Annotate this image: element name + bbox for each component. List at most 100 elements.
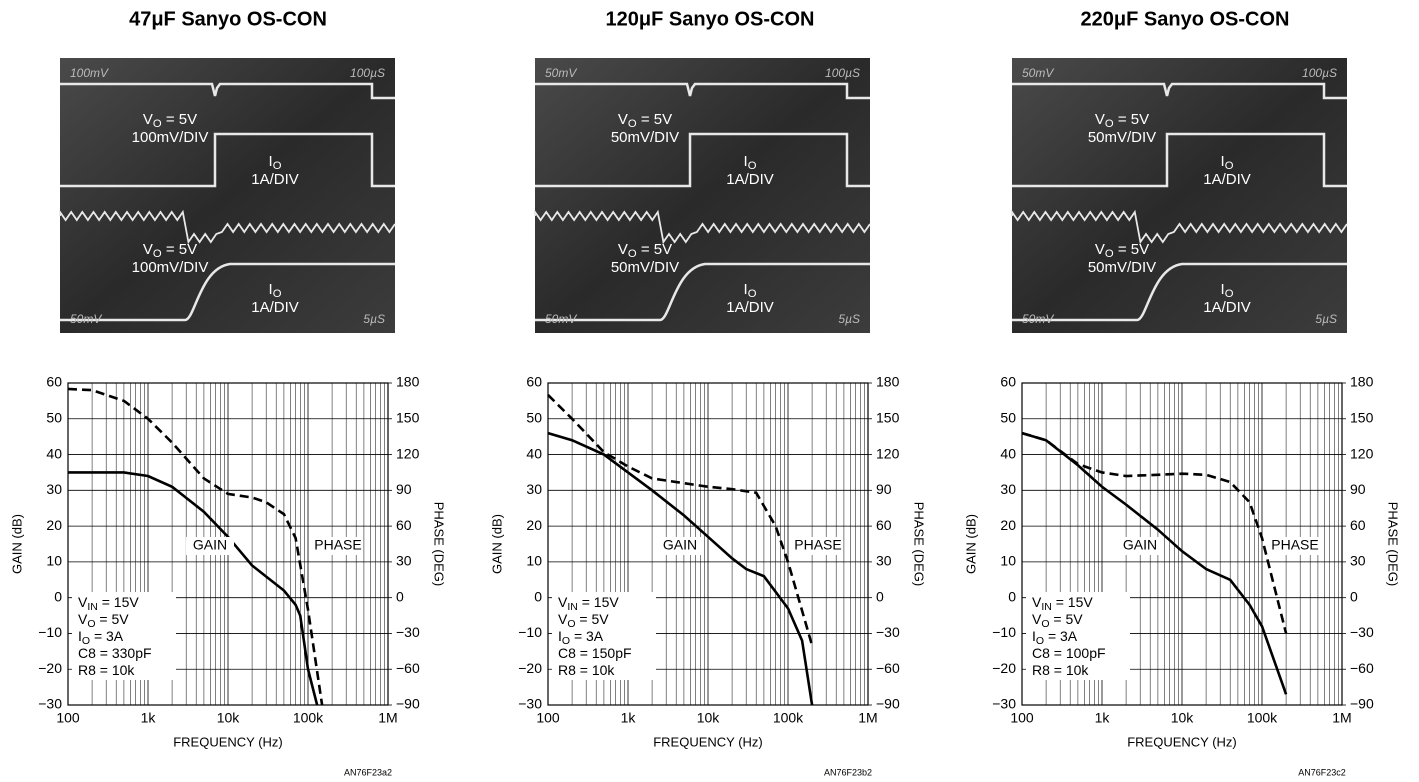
x-tick-label: 100 — [1010, 710, 1034, 726]
text-base: V — [1095, 241, 1105, 258]
series-label: PHASE — [1271, 537, 1318, 553]
scope-screen — [535, 58, 870, 333]
text-subscript: O — [1105, 118, 1114, 130]
x-tick-label: 1M — [378, 710, 397, 726]
scope-trace — [535, 262, 870, 322]
text-base: V — [143, 241, 153, 258]
y2-tick-label: 90 — [1350, 481, 1366, 497]
x-tick-label: 100 — [536, 710, 560, 726]
y-tick-label: 20 — [526, 517, 542, 533]
text-base: I — [558, 628, 562, 644]
text-subscript: O — [1225, 160, 1234, 172]
x-tick-label: 100k — [293, 710, 324, 726]
y2-axis-label: PHASE (DEG) — [1386, 502, 1401, 587]
scope-label: 1A/DIV — [726, 171, 774, 188]
scope-label: IO — [1221, 281, 1234, 300]
series-line — [1021, 431, 1288, 634]
scope-label: 1A/DIV — [251, 171, 299, 188]
text-rest: 1A/DIV — [726, 171, 774, 188]
y2-tick-label: 150 — [876, 409, 900, 425]
scope-corner-label: 50mV — [70, 312, 102, 326]
y2-tick-label: −30 — [876, 624, 900, 640]
series-line — [547, 431, 814, 706]
scope-corner-label: 50mV — [1022, 312, 1054, 326]
y2-tick-label: 0 — [396, 588, 404, 604]
text-base: V — [78, 611, 88, 627]
series-label-bg — [186, 537, 234, 555]
text-subscript: O — [628, 248, 637, 260]
scope-trace — [60, 82, 395, 100]
scope-trace — [535, 132, 870, 188]
scope-trace — [59, 209, 396, 245]
y-tick-label: 50 — [1000, 409, 1016, 425]
x-tick-label: 1M — [1332, 710, 1351, 726]
scope-corner-label: 5µS — [838, 312, 860, 326]
plot-frame — [1021, 382, 1343, 706]
condition-text: R8 = 10k — [1032, 662, 1089, 678]
scope-corner-label: 100µS — [1302, 66, 1337, 80]
scope-corner-label: 5µS — [363, 312, 385, 326]
text-subscript: O — [1225, 288, 1234, 300]
y-tick-label: 30 — [1000, 481, 1016, 497]
series-label: GAIN — [663, 537, 697, 553]
scope-label: 1A/DIV — [726, 299, 774, 316]
y2-axis-label: PHASE (DEG) — [912, 502, 927, 587]
x-axis-label: FREQUENCY (Hz) — [173, 734, 283, 749]
text-subscript: O — [82, 635, 90, 647]
text-rest: C8 = 150pF — [558, 645, 632, 661]
text-subscript: O — [87, 618, 95, 630]
scope-label: VO = 5V — [618, 241, 672, 260]
y-tick-label: −10 — [38, 624, 62, 640]
scope-corner-label: 5µS — [1315, 312, 1337, 326]
series-label: PHASE — [314, 537, 361, 553]
series-label: GAIN — [193, 537, 227, 553]
text-rest: = 3A — [1044, 628, 1078, 644]
x-tick-label: 100 — [56, 710, 80, 726]
scope-corner-label: 100µS — [350, 66, 385, 80]
condition-text: C8 = 150pF — [558, 645, 632, 661]
figure-code: AN76F23a2 — [344, 767, 392, 777]
condition-text: VO = 5V — [558, 611, 609, 630]
y-tick-label: 40 — [526, 445, 542, 461]
condition-text: VO = 5V — [1032, 611, 1083, 630]
y2-tick-label: 120 — [396, 445, 420, 461]
condition-text: C8 = 100pF — [1032, 645, 1106, 661]
scope-label: VO = 5V — [1095, 241, 1149, 260]
plot-frame — [547, 382, 869, 706]
text-subscript: O — [1105, 248, 1114, 260]
series-label-bg — [794, 537, 842, 555]
scope-label: 1A/DIV — [1203, 299, 1251, 316]
text-rest: R8 = 10k — [78, 662, 135, 678]
y2-tick-label: 150 — [396, 409, 420, 425]
series-label-bg — [1271, 537, 1319, 555]
y-tick-label: 30 — [46, 481, 62, 497]
scope-trace — [60, 132, 395, 188]
y-tick-label: 10 — [1000, 553, 1016, 569]
series-label-bg — [314, 537, 362, 555]
text-base: V — [1032, 611, 1042, 627]
y2-tick-label: 30 — [1350, 553, 1366, 569]
y-tick-label: −20 — [38, 660, 62, 676]
text-base: I — [1221, 281, 1225, 298]
y2-tick-label: 30 — [396, 553, 412, 569]
y2-axis-label: PHASE (DEG) — [432, 502, 447, 587]
text-rest: = 5V — [637, 111, 672, 128]
text-rest: 1A/DIV — [1203, 299, 1251, 316]
y-tick-label: −30 — [992, 696, 1016, 712]
text-base: I — [269, 281, 273, 298]
text-base: I — [744, 153, 748, 170]
y2-tick-label: 180 — [1350, 374, 1374, 390]
text-rest: 50mV/DIV — [611, 259, 679, 276]
scope-label: VO = 5V — [618, 111, 672, 130]
text-base: V — [618, 241, 628, 258]
y2-tick-label: 90 — [876, 481, 892, 497]
y-tick-label: 50 — [46, 409, 62, 425]
y2-tick-label: 150 — [1350, 409, 1374, 425]
text-subscript: O — [628, 118, 637, 130]
scope-label: VO = 5V — [143, 111, 197, 130]
text-subscript: O — [273, 288, 282, 300]
scope-corner-label: 100mV — [70, 66, 109, 80]
y2-tick-label: 120 — [876, 445, 900, 461]
x-tick-label: 1k — [621, 710, 637, 726]
text-rest: 50mV/DIV — [1088, 259, 1156, 276]
